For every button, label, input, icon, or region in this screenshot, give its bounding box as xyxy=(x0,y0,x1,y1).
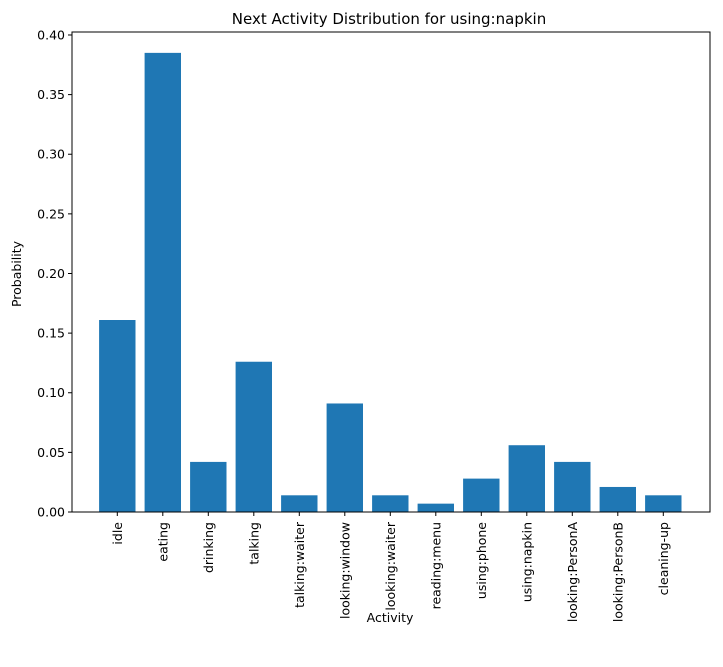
x-tick-label: reading:menu xyxy=(428,522,443,609)
bar-looking-persona xyxy=(554,461,591,512)
chart-title: Next Activity Distribution for using:nap… xyxy=(232,10,546,28)
bar-talking xyxy=(235,361,272,512)
x-tick-label: using:napkin xyxy=(519,522,534,602)
bar-eating xyxy=(144,52,181,513)
y-tick-label: 0.10 xyxy=(37,385,65,400)
x-tick-label: looking:waiter xyxy=(383,521,398,610)
x-tick-label: looking:window xyxy=(337,522,352,619)
bar-idle xyxy=(99,320,136,512)
x-tick-label: cleaning-up xyxy=(656,522,671,595)
x-axis-label: Activity xyxy=(367,610,414,625)
bar-looking-waiter xyxy=(372,495,409,512)
bar-reading-menu xyxy=(417,503,454,512)
x-tick-label: using:phone xyxy=(474,522,489,599)
bar-drinking xyxy=(190,461,227,512)
x-tick-label: eating xyxy=(155,522,170,562)
y-tick-label: 0.15 xyxy=(37,326,65,341)
x-tick-label: looking:PersonA xyxy=(565,522,580,623)
x-tick-label: talking xyxy=(246,522,261,565)
y-tick-label: 0.30 xyxy=(37,147,65,162)
bar-looking-personb xyxy=(599,486,636,512)
plot-frame xyxy=(71,31,711,513)
x-tick-label: looking:PersonB xyxy=(610,522,625,622)
y-ticks-group: 0.00 0.05 0.10 0.15 0.20 0.25 0.30 0.35 0.40 xyxy=(37,27,72,520)
bar-looking-window xyxy=(326,403,363,512)
x-tick-label: talking:waiter xyxy=(292,521,307,608)
bar-using-napkin xyxy=(508,445,545,512)
y-tick-label: 0.05 xyxy=(37,445,65,460)
bar-talking-waiter xyxy=(281,495,318,512)
bar-using-phone xyxy=(463,478,500,512)
bars-group xyxy=(99,52,682,513)
y-axis-label: Probability xyxy=(9,240,24,307)
y-tick-label: 0.35 xyxy=(37,87,65,102)
x-ticks-group: idle eating drinking talking talking:waiter l… xyxy=(110,512,671,622)
y-tick-label: 0.20 xyxy=(37,266,65,281)
y-tick-label: 0.40 xyxy=(37,27,65,42)
x-tick-label: idle xyxy=(110,522,125,545)
y-tick-label: 0.00 xyxy=(37,505,65,520)
bar-cleaning-up xyxy=(645,495,682,512)
y-tick-label: 0.25 xyxy=(37,206,65,221)
x-tick-label: drinking xyxy=(201,522,216,573)
